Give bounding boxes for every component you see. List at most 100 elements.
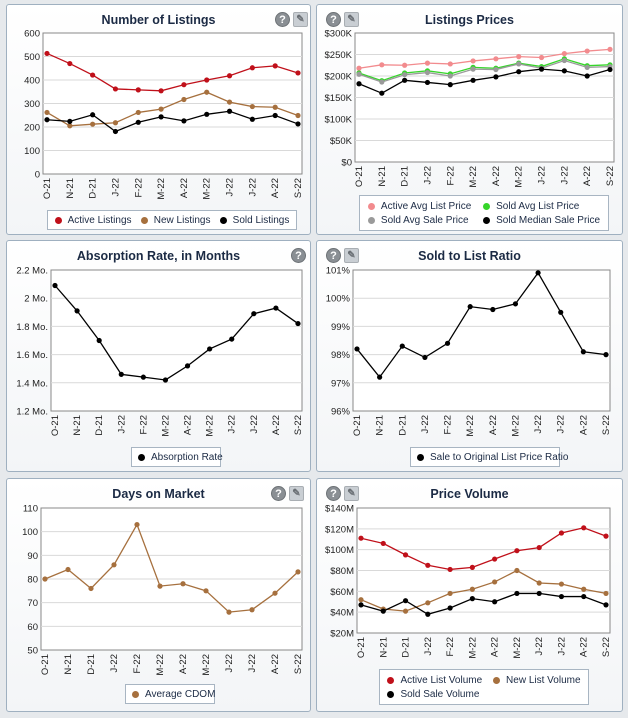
data-point <box>44 50 50 57</box>
data-point <box>229 336 235 342</box>
y-tick-label: 1.6 Mo. <box>16 350 48 361</box>
settings-icon[interactable]: ✎ <box>289 486 304 501</box>
x-tick-label: A-22 <box>579 637 590 657</box>
data-point <box>444 340 451 346</box>
y-tick-label: 500 <box>24 52 40 63</box>
data-point <box>492 579 498 585</box>
data-point <box>226 73 233 79</box>
y-tick-label: $60M <box>330 587 354 598</box>
series-line-2 <box>360 592 607 615</box>
x-tick-label: A-22 <box>491 166 502 186</box>
y-tick-label: $100M <box>325 545 354 556</box>
data-point <box>226 108 233 114</box>
y-tick-label: 1.4 Mo. <box>16 378 48 389</box>
legend-item[interactable]: Active List Volume <box>387 675 482 686</box>
data-point <box>424 60 431 66</box>
data-point <box>356 71 362 77</box>
series-line-0 <box>54 285 299 381</box>
legend-item[interactable]: Sale to Original List Price Ratio <box>417 452 568 463</box>
y-tick-label: 0 <box>35 170 40 181</box>
data-point <box>184 363 191 369</box>
help-icon[interactable]: ? <box>271 486 286 501</box>
y-tick-label: 1.8 Mo. <box>16 322 48 333</box>
chart-panel-prices: Listings Prices? ✎ $0 $50K $100K $150K $200K $2… <box>316 4 623 235</box>
legend-label: Sale to Original List Price Ratio <box>430 451 569 463</box>
data-point <box>112 86 119 92</box>
legend-item[interactable]: Average CDOM <box>132 689 215 700</box>
data-point <box>536 544 542 551</box>
chart-title: Number of Listings <box>101 13 216 27</box>
series-line-0 <box>360 527 607 571</box>
y-tick-label: 50 <box>27 646 38 657</box>
data-point <box>402 552 409 558</box>
legend-item[interactable]: Active Avg List Price <box>367 200 472 212</box>
x-tick-label: J-22 <box>110 178 121 196</box>
x-tick-label: F-22 <box>445 166 456 186</box>
legend-label: Absorption Rate <box>151 451 223 463</box>
legend-label: Active Avg List Price <box>380 200 472 212</box>
x-tick-label: J-22 <box>423 637 434 655</box>
series-line-0 <box>44 523 299 613</box>
x-tick-label: M-22 <box>156 178 167 200</box>
y-tick-label: 1.2 Mo. <box>16 407 48 418</box>
settings-icon[interactable]: ✎ <box>344 486 359 501</box>
x-tick-label: D-21 <box>86 654 97 675</box>
x-tick-label: M-22 <box>467 637 478 659</box>
x-tick-label: N-21 <box>72 415 83 436</box>
legend-item[interactable]: Sold Sale Volume <box>387 689 482 700</box>
legend-item[interactable]: Sold Median Sale Price <box>483 215 600 226</box>
data-point <box>90 72 96 78</box>
y-tick-label: $140M <box>325 504 354 515</box>
x-tick-label: O-21 <box>42 178 53 199</box>
y-tick-label: 99% <box>331 322 351 333</box>
y-tick-label: 97% <box>331 378 351 389</box>
data-point <box>380 608 386 614</box>
help-icon[interactable]: ? <box>291 248 306 263</box>
chart-legend: Average CDOM <box>125 684 215 704</box>
help-icon[interactable]: ? <box>326 12 341 27</box>
x-tick-label: M-22 <box>514 166 525 188</box>
data-point <box>402 598 409 604</box>
x-tick-label: S-22 <box>601 637 612 657</box>
legend-marker-icon <box>387 690 395 698</box>
series-line-0 <box>358 48 611 69</box>
legend-item[interactable]: Sold Avg Sale Price <box>367 215 471 226</box>
x-tick-label: M-22 <box>468 166 479 188</box>
data-point <box>558 309 564 315</box>
x-tick-label: M-22 <box>512 637 523 659</box>
legend-item[interactable]: Sold Avg List Price <box>483 201 600 212</box>
x-tick-label: F-22 <box>443 415 454 435</box>
data-point <box>470 77 476 83</box>
legend-item[interactable]: Sold Listings <box>219 215 289 226</box>
chart-panel-dom: Days on Market? ✎ 50 60 70 80 90 100 110 O-21 N-21… <box>6 478 311 712</box>
legend-item[interactable]: Active Listings <box>54 215 132 226</box>
legend-item[interactable]: New Listings <box>140 215 210 226</box>
data-point <box>295 70 301 76</box>
data-point <box>226 609 232 615</box>
legend-label: Sold Avg List Price <box>496 200 580 212</box>
settings-icon[interactable]: ✎ <box>293 12 308 27</box>
chart-title: Days on Market <box>112 487 205 501</box>
settings-icon[interactable]: ✎ <box>344 248 359 263</box>
data-point <box>516 61 522 67</box>
data-point <box>584 64 590 70</box>
data-point <box>65 566 71 573</box>
data-point <box>96 337 102 344</box>
x-tick-label: J-22 <box>224 654 235 672</box>
data-point <box>516 54 522 60</box>
legend-item[interactable]: Absorption Rate <box>138 452 223 463</box>
legend-item[interactable]: New List Volume <box>493 675 581 686</box>
data-point <box>377 374 383 380</box>
x-tick-label: M-22 <box>155 654 166 676</box>
data-point <box>538 54 545 61</box>
x-tick-label: J-22 <box>556 415 567 433</box>
x-tick-label: J-22 <box>249 415 260 433</box>
help-icon[interactable]: ? <box>275 12 290 27</box>
y-tick-label: $20M <box>330 629 354 640</box>
help-icon[interactable]: ? <box>326 486 341 501</box>
data-point <box>272 63 278 69</box>
help-icon[interactable]: ? <box>326 248 341 263</box>
legend-marker-icon <box>54 216 62 224</box>
settings-icon[interactable]: ✎ <box>344 12 359 27</box>
data-point <box>379 79 385 85</box>
